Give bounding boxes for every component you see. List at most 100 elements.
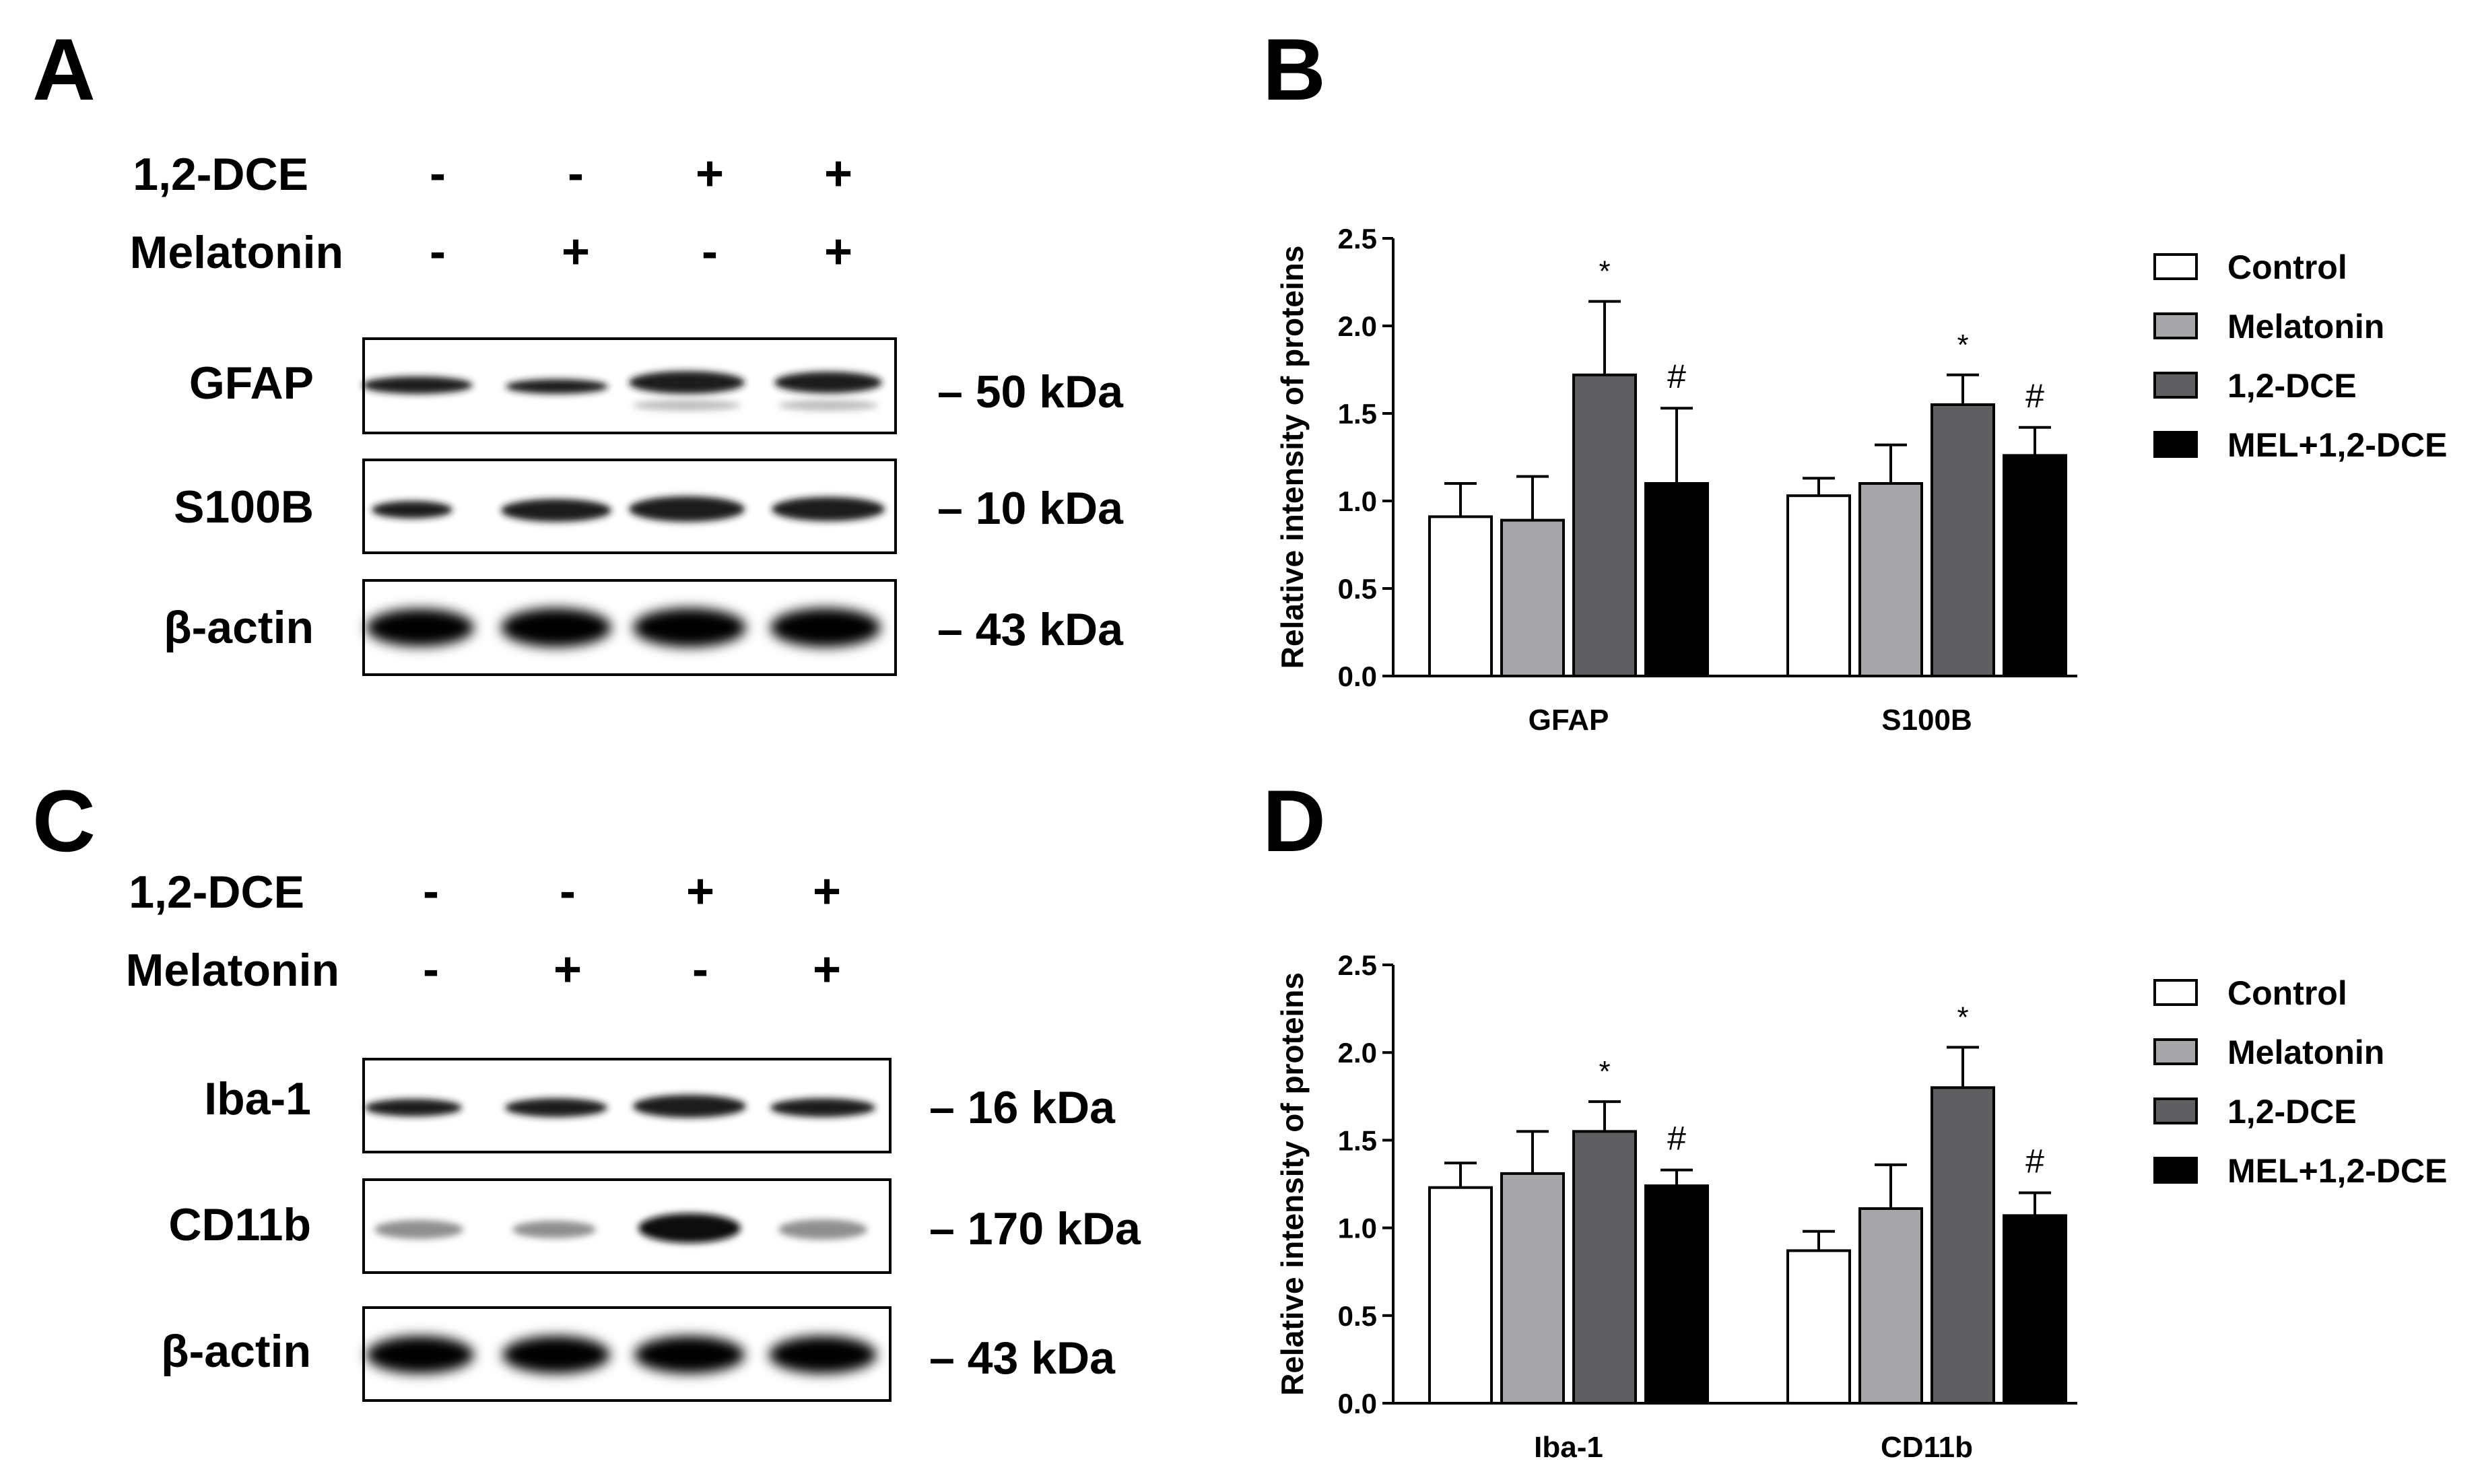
panel-letter-d: D (1263, 772, 1326, 870)
treatment-label-melatonin: Melatonin (130, 227, 343, 278)
legend-swatch-mel-1-2-dce (2153, 431, 2198, 458)
sign-dce-c-lane1: - (423, 865, 439, 918)
sign-dce-lane4: + (824, 147, 852, 201)
bar-iba1-1-2-dce (1572, 1130, 1637, 1405)
y-axis-title: Relative intensity of proteins (1275, 246, 1310, 669)
kda-label-beta-actin-c: – 43 kDa (929, 1333, 1116, 1384)
legend-label-melatonin: Melatonin (2227, 1034, 2384, 1071)
y-tick-label: 0.0 (1338, 1388, 1377, 1419)
bar-cd11b-mel-1-2-dce (2003, 1214, 2067, 1405)
panel-letter-b: B (1263, 20, 1326, 119)
sign-mel-lane3: - (702, 225, 718, 279)
treatment-label-dce-c: 1,2-DCE (129, 867, 304, 918)
legend-label-1-2-dce: 1,2-DCE (2227, 1093, 2357, 1131)
significance-star: * (1599, 255, 1610, 288)
sign-mel-lane4: + (824, 225, 852, 279)
significance-hash: # (2025, 1143, 2044, 1180)
y-tick-label: 0.5 (1338, 1300, 1377, 1332)
blot-label-beta-actin-a: β-actin (164, 602, 314, 653)
sign-dce-lane1: - (430, 147, 446, 201)
bar-s100b-mel-1-2-dce (2003, 454, 2067, 678)
blot-strip-cd11b (362, 1178, 892, 1274)
bar-gfap-melatonin (1500, 518, 1565, 677)
sign-mel-c-lane3: - (692, 943, 708, 997)
sign-dce-lane2: - (568, 147, 584, 201)
bar-s100b-melatonin (1858, 482, 1923, 677)
panel-c: C 1,2-DCE - - + + Melatonin - + - + Iba-… (32, 772, 1141, 1402)
x-category-label: GFAP (1529, 704, 1609, 737)
chart-b: 0.0 0.5 1.0 1.5 2.0 2.5 Relative intensity of … (1275, 223, 2447, 737)
y-tick-label: 1.5 (1338, 1124, 1377, 1156)
blot-strip-iba1 (362, 1058, 892, 1153)
sign-mel-c-lane1: - (423, 943, 439, 997)
x-category-label: S100B (1881, 704, 1972, 737)
legend-swatch-control (2153, 979, 2198, 1006)
significance-star: * (1599, 1055, 1610, 1088)
blot-label-beta-actin-c: β-actin (161, 1326, 311, 1377)
kda-label-iba1: – 16 kDa (929, 1082, 1116, 1133)
legend-swatch-melatonin (2153, 1038, 2198, 1065)
kda-label-s100b: – 10 kDa (937, 483, 1124, 534)
sign-mel-c-lane4: + (813, 943, 841, 997)
y-tick-label: 2.5 (1338, 223, 1377, 255)
legend-label-1-2-dce: 1,2-DCE (2227, 367, 2357, 405)
significance-star: * (1957, 1001, 1968, 1034)
sign-dce-lane3: + (696, 147, 724, 201)
bar-iba1-control (1428, 1186, 1493, 1405)
x-category-label: CD11b (1881, 1431, 1973, 1464)
bar-iba1-melatonin (1500, 1172, 1565, 1405)
legend-label-mel-1-2-dce: MEL+1,2-DCE (2227, 426, 2447, 464)
y-tick-label: 2.0 (1338, 310, 1377, 342)
bar-iba1-mel-1-2-dce (1644, 1184, 1709, 1405)
sign-mel-lane2: + (562, 225, 590, 279)
legend-swatch-melatonin (2153, 312, 2198, 339)
legend-label-mel-1-2-dce: MEL+1,2-DCE (2227, 1152, 2447, 1190)
bar-cd11b-1-2-dce (1931, 1086, 1995, 1405)
significance-star: * (1957, 329, 1968, 362)
treatment-label-melatonin-c: Melatonin (126, 945, 339, 996)
blot-label-iba1: Iba-1 (204, 1073, 311, 1124)
kda-label-gfap: – 50 kDa (937, 366, 1124, 417)
panel-letter-c: C (32, 772, 96, 870)
blot-strip-beta-actin-a (362, 579, 897, 676)
bar-s100b-1-2-dce (1931, 403, 1995, 677)
significance-hash: # (2025, 377, 2044, 415)
y-tick-label: 1.5 (1338, 398, 1377, 430)
y-tick-label: 1.0 (1338, 485, 1377, 517)
bar-gfap-1-2-dce (1572, 373, 1637, 677)
bar-gfap-mel-1-2-dce (1644, 482, 1709, 677)
blot-strip-beta-actin-c (362, 1306, 892, 1402)
blot-label-gfap: GFAP (189, 358, 314, 409)
treatment-label-dce: 1,2-DCE (133, 149, 308, 200)
x-category-label: Iba-1 (1534, 1431, 1603, 1464)
sign-mel-lane1: - (430, 225, 446, 279)
legend-label-control: Control (2227, 974, 2347, 1012)
panel-a: A 1,2-DCE - - + + Melatonin - + - + GFAP… (32, 20, 1124, 676)
chart-d: 0.0 0.5 1.0 1.5 2.0 2.5 Relative intensity of … (1275, 949, 2447, 1464)
y-tick-label: 2.5 (1338, 949, 1377, 981)
bar-gfap-control (1428, 515, 1493, 678)
legend-label-melatonin: Melatonin (2227, 308, 2384, 345)
sign-dce-c-lane2: - (560, 865, 576, 918)
sign-dce-c-lane3: + (686, 865, 714, 918)
y-tick-label: 0.0 (1338, 661, 1377, 692)
significance-hash: # (1667, 358, 1686, 395)
y-tick-label: 1.0 (1338, 1213, 1377, 1244)
bar-s100b-control (1786, 494, 1851, 677)
legend-swatch-1-2-dce (2153, 1098, 2198, 1124)
y-axis-title: Relative intensity of proteins (1275, 972, 1310, 1396)
blot-strip-gfap (362, 337, 897, 434)
kda-label-cd11b: – 170 kDa (929, 1203, 1141, 1254)
y-tick-label: 2.0 (1338, 1037, 1377, 1069)
legend-label-control: Control (2227, 248, 2347, 286)
blot-label-s100b: S100B (174, 481, 314, 533)
y-tick-label: 0.5 (1338, 573, 1377, 605)
significance-hash: # (1667, 1120, 1686, 1157)
bar-cd11b-melatonin (1858, 1207, 1923, 1405)
legend-swatch-control (2153, 253, 2198, 280)
kda-label-beta-actin-a: – 43 kDa (937, 604, 1124, 655)
bar-cd11b-control (1786, 1249, 1851, 1405)
blot-label-cd11b: CD11b (168, 1199, 311, 1250)
blot-strip-s100b (362, 459, 897, 554)
